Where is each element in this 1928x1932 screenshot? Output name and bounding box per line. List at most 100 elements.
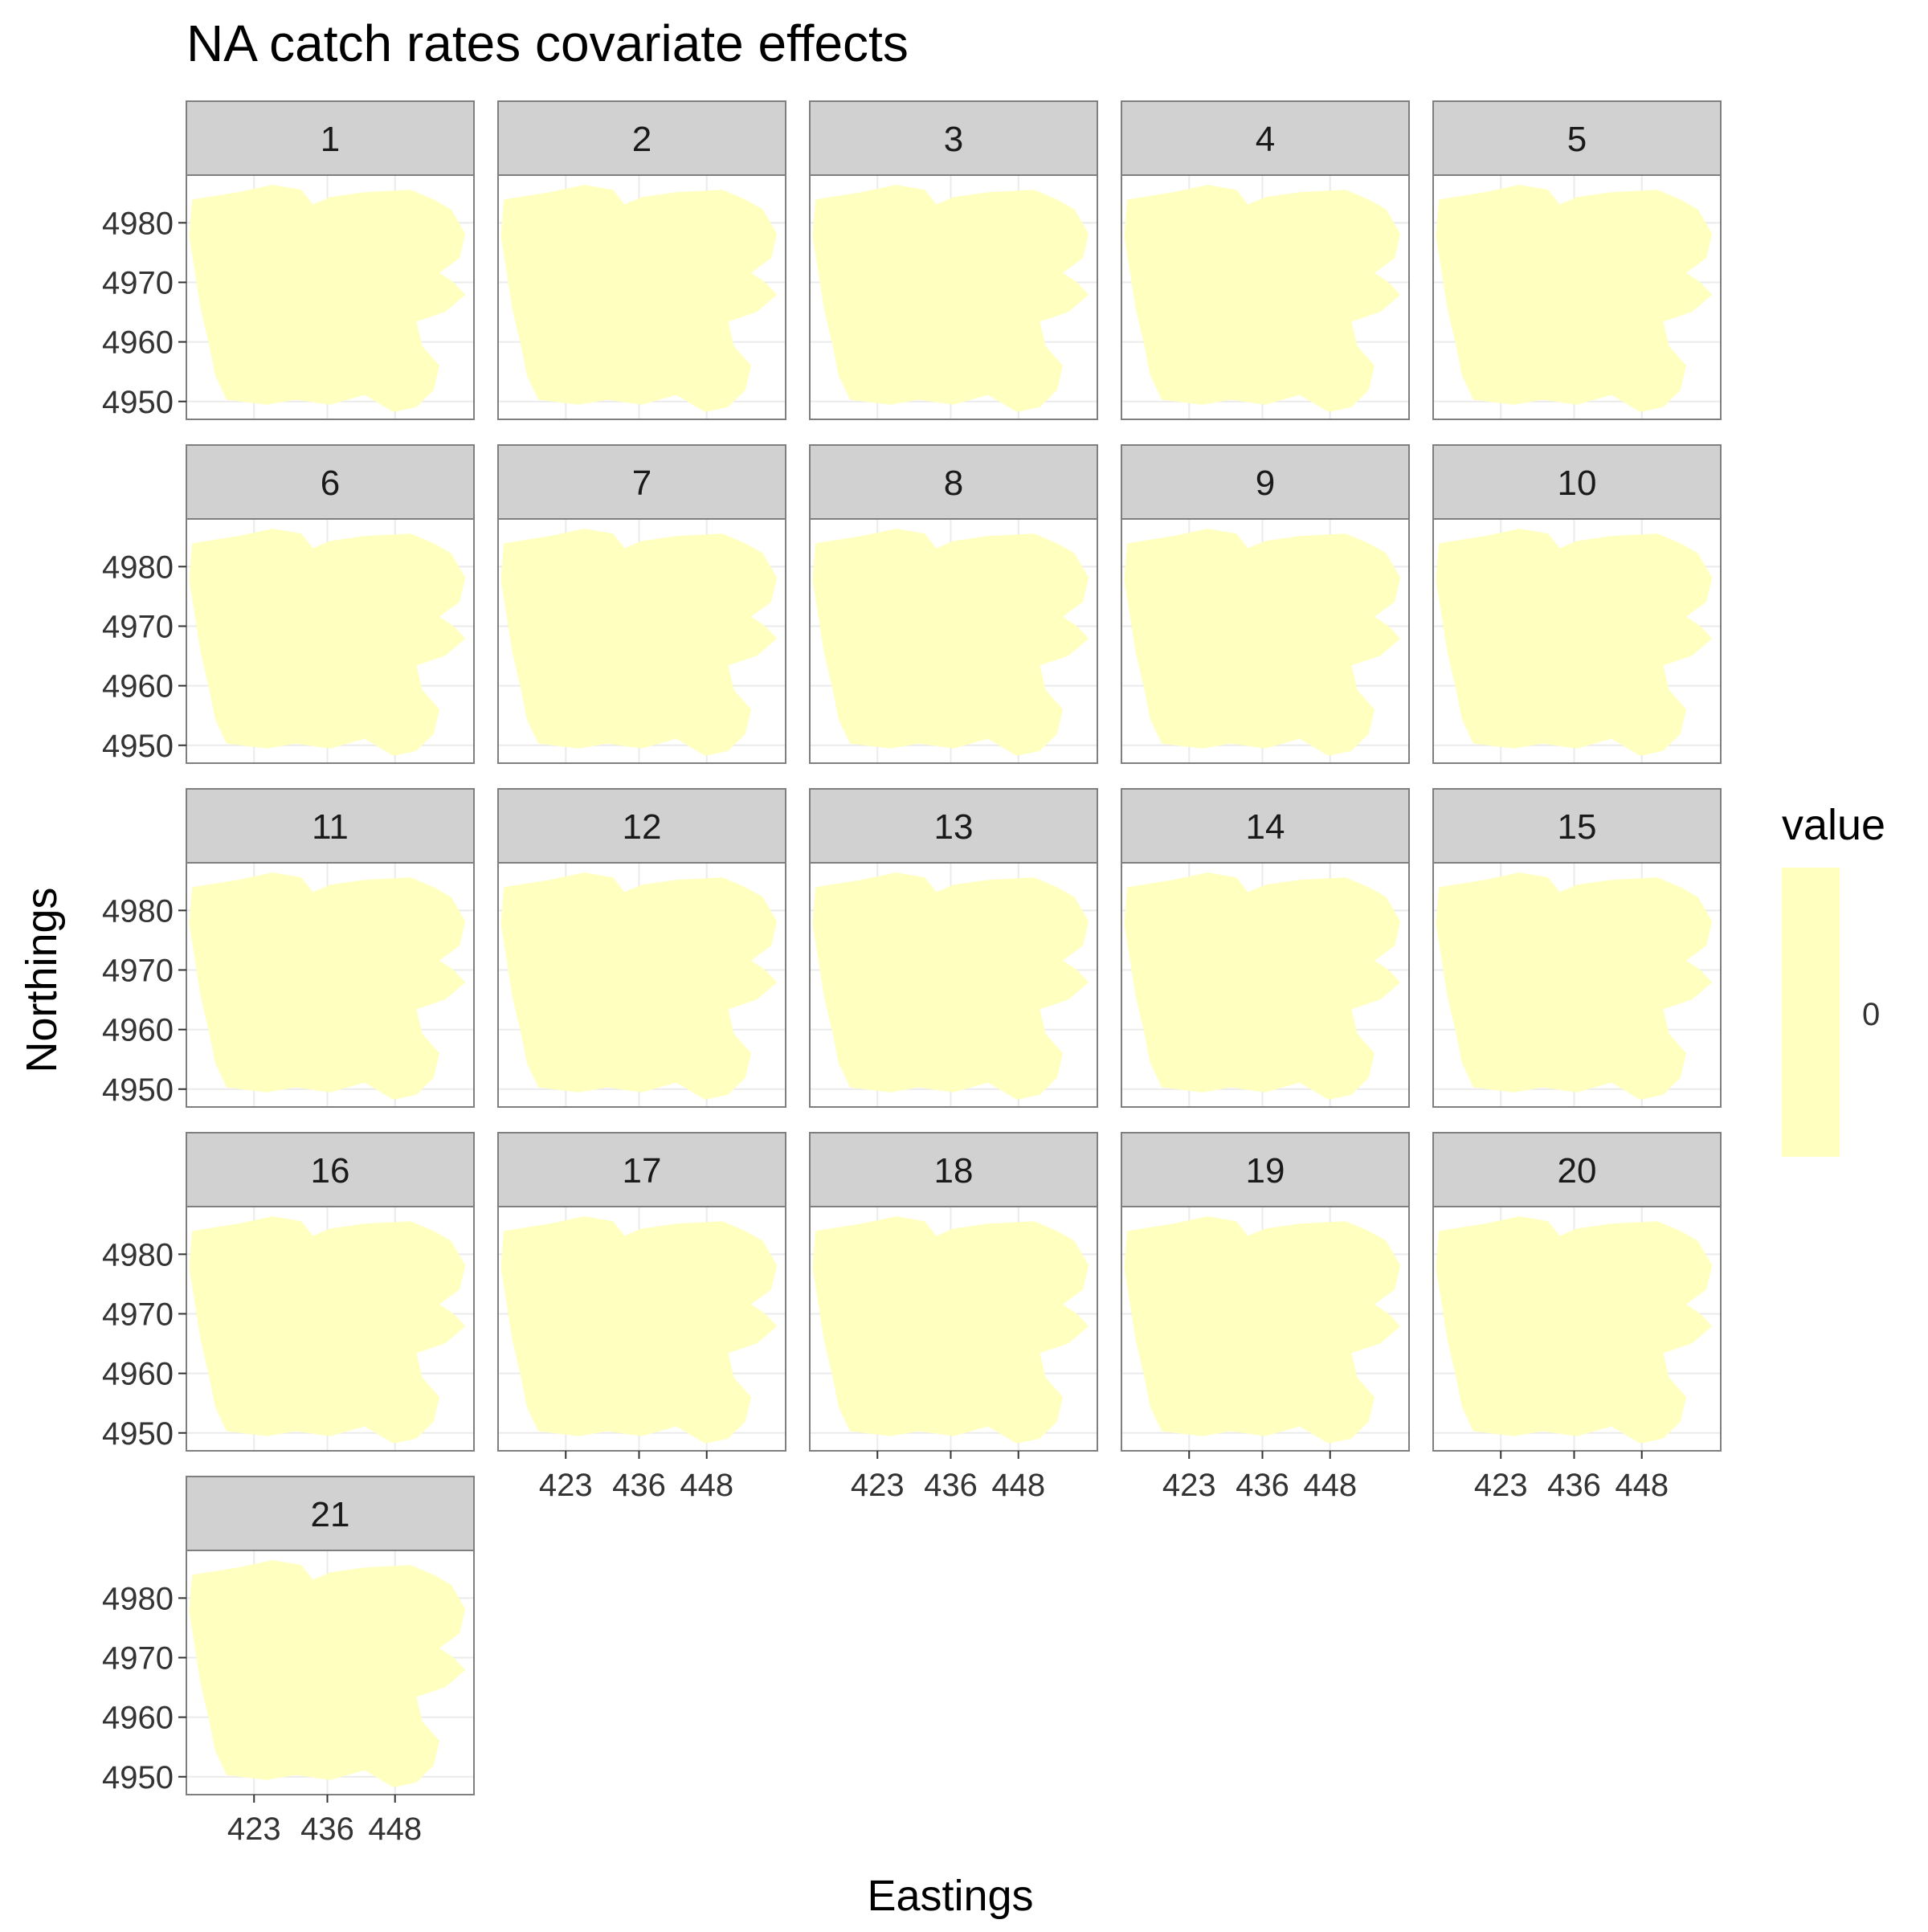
panel-border	[186, 862, 475, 1108]
x-tick-label: 436	[612, 1468, 666, 1503]
chart-title: NA catch rates covariate effects	[186, 14, 909, 72]
heatmap-tiles	[1436, 1216, 1713, 1444]
facet-strip-label: 8	[944, 464, 963, 503]
x-tick-label: 423	[539, 1468, 593, 1503]
panel-border	[809, 862, 1098, 1108]
facet-panel-13: 13	[809, 788, 1098, 1108]
x-tick-label: 423	[1474, 1468, 1528, 1503]
facet-strip-label: 6	[321, 464, 340, 503]
facet-panel-10: 10	[1432, 444, 1722, 764]
facet-strip	[1432, 1132, 1722, 1207]
heatmap-tiles	[189, 872, 466, 1100]
facet-panel-6: 6 4950 4960 4970 4980	[102, 444, 475, 764]
facet-strip-label: 15	[1558, 807, 1597, 847]
y-tick-label: 4960	[102, 669, 174, 705]
facet-strip	[809, 788, 1098, 864]
heatmap-tiles	[1436, 872, 1713, 1100]
facet-panel-4: 4	[1121, 100, 1410, 420]
panel-border	[1432, 1206, 1722, 1452]
facet-strip-label: 21	[311, 1495, 350, 1534]
y-axis-title: Northings	[18, 887, 66, 1072]
facet-strip-label: 5	[1567, 120, 1587, 159]
y-tick-label: 4970	[102, 265, 174, 300]
facet-strip-label: 16	[311, 1151, 350, 1191]
panel-border	[1432, 174, 1722, 420]
x-tick-label: 436	[1547, 1468, 1601, 1503]
x-axis-title: Eastings	[867, 1872, 1033, 1920]
facet-panel-15: 15	[1432, 788, 1722, 1108]
x-tick-label: 423	[227, 1812, 281, 1847]
facet-panel-3: 3	[809, 100, 1098, 420]
facet-strip-label: 20	[1558, 1151, 1597, 1191]
facet-strip	[1432, 788, 1722, 864]
facet-strip-label: 3	[944, 120, 963, 159]
facet-panel-20: 20 423 436 448	[1432, 1132, 1722, 1503]
panel-border	[186, 518, 475, 764]
facet-panel-19: 19 423 436 448	[1121, 1132, 1410, 1503]
facet-strip	[186, 788, 475, 864]
facet-strip-label: 7	[632, 464, 652, 503]
heatmap-tiles	[500, 1216, 778, 1444]
facet-strip	[497, 100, 786, 176]
panel-border	[1432, 518, 1722, 764]
panel-border	[497, 518, 786, 764]
facet-strip	[809, 1132, 1098, 1207]
panel-border	[497, 862, 786, 1108]
heatmap-tiles	[1124, 529, 1401, 756]
facet-panel-7: 7	[497, 444, 786, 764]
facet-strip-label: 10	[1558, 464, 1597, 503]
y-tick-label: 4960	[102, 325, 174, 361]
facet-strip	[186, 1476, 475, 1551]
x-tick-label: 448	[1303, 1468, 1357, 1503]
y-tick-label: 4950	[102, 1416, 174, 1452]
heatmap-tiles	[1436, 185, 1713, 412]
panel-border	[186, 1550, 475, 1795]
y-tick-label: 4980	[102, 206, 174, 241]
heatmap-tiles	[1124, 872, 1401, 1100]
facet-panel-5: 5	[1432, 100, 1722, 420]
heatmap-tiles	[1436, 529, 1713, 756]
facet-grid: 1 4950 4960 4970 4980 2 3 4 5 6 4950 4960 4970 4980 7 8…	[102, 100, 1722, 1847]
heatmap-tiles	[189, 1216, 466, 1444]
y-tick-label: 4950	[102, 1072, 174, 1108]
y-tick-label: 4950	[102, 385, 174, 420]
x-tick-label: 448	[991, 1468, 1045, 1503]
y-tick-label: 4950	[102, 729, 174, 764]
facet-panel-12: 12	[497, 788, 786, 1108]
legend-label: 0	[1862, 997, 1880, 1032]
facet-strip	[1121, 788, 1410, 864]
facet-strip-label: 2	[632, 120, 652, 159]
y-tick-label: 4980	[102, 893, 174, 929]
y-tick-label: 4960	[102, 1357, 174, 1392]
facet-panel-16: 16 4950 4960 4970 4980	[102, 1132, 475, 1452]
y-tick-label: 4980	[102, 1581, 174, 1616]
facet-panel-17: 17 423 436 448	[497, 1132, 786, 1503]
facet-strip-label: 17	[623, 1151, 662, 1191]
facet-panel-18: 18 423 436 448	[809, 1132, 1098, 1503]
facet-strip	[497, 788, 786, 864]
facet-strip	[809, 100, 1098, 176]
facet-strip	[186, 100, 475, 176]
panel-border	[497, 174, 786, 420]
facet-strip-label: 11	[312, 807, 349, 847]
y-tick-label: 4960	[102, 1013, 174, 1048]
heatmap-tiles	[812, 185, 1089, 412]
heatmap-tiles	[189, 1560, 466, 1787]
panel-border	[1432, 862, 1722, 1108]
panel-border	[1121, 174, 1410, 420]
facet-strip-label: 9	[1256, 464, 1275, 503]
panel-border	[186, 1206, 475, 1452]
y-tick-label: 4970	[102, 1297, 174, 1332]
facet-strip	[1432, 100, 1722, 176]
panel-border	[497, 1206, 786, 1452]
facet-strip	[186, 444, 475, 520]
x-tick-label: 436	[1236, 1468, 1289, 1503]
facet-strip-label: 1	[321, 120, 340, 159]
facet-panel-9: 9	[1121, 444, 1410, 764]
legend: value 0	[1782, 801, 1885, 1157]
facet-strip	[497, 1132, 786, 1207]
facet-strip	[1432, 444, 1722, 520]
heatmap-tiles	[812, 1216, 1089, 1444]
facet-panel-2: 2	[497, 100, 786, 420]
